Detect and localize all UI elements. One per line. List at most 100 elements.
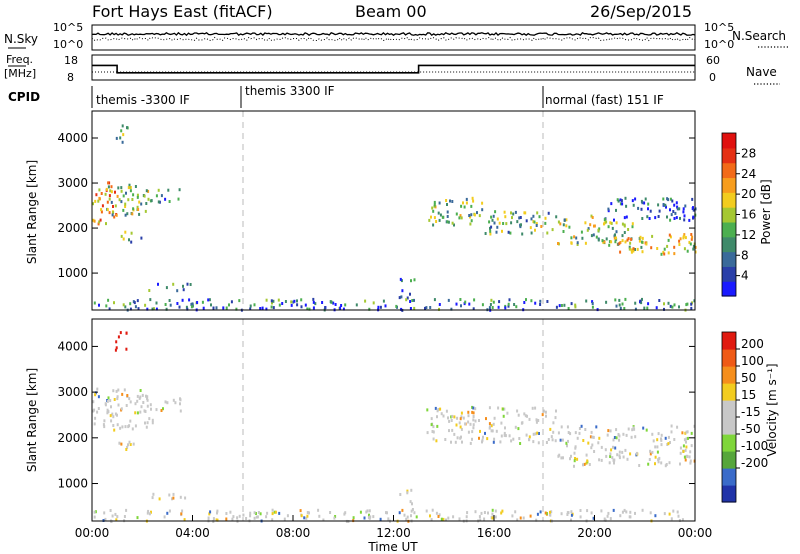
echo-cell <box>147 197 150 201</box>
echo-cell <box>579 515 582 519</box>
freq-series <box>92 64 695 74</box>
echo-cell <box>525 298 527 302</box>
echo-cell <box>609 221 612 225</box>
y-tick-label: 4000 <box>57 131 88 145</box>
echo-cell <box>674 211 677 215</box>
echo-cell <box>536 512 539 516</box>
echo-cell <box>641 250 644 254</box>
echo-cell <box>278 303 281 307</box>
echo-cell <box>432 425 435 429</box>
echo-cell <box>598 436 601 440</box>
echo-cell <box>117 403 120 407</box>
echo-cell <box>413 298 415 302</box>
echo-cell <box>574 305 577 309</box>
echo-cell <box>115 518 118 522</box>
echo-cell <box>411 502 413 506</box>
echo-cell <box>449 199 451 203</box>
echo-cell <box>641 236 644 240</box>
echo-cell <box>666 443 669 446</box>
echo-cell <box>692 206 694 210</box>
echo-cell <box>631 428 634 432</box>
echo-cell <box>439 213 442 217</box>
echo-cell <box>229 510 232 514</box>
echo-cell <box>481 438 484 442</box>
power-colorbar-tick: 20 <box>741 187 756 201</box>
colorbar-segment <box>722 266 736 282</box>
echo-cell <box>432 223 435 227</box>
echo-cell <box>409 307 412 310</box>
echo-cell <box>516 409 519 413</box>
echo-cell <box>600 458 603 462</box>
echo-cell <box>686 430 689 434</box>
echo-cell <box>155 307 158 311</box>
echo-cell <box>679 451 682 455</box>
echo-cell <box>584 428 587 431</box>
echo-cell <box>513 303 516 306</box>
echo-cell <box>471 430 474 434</box>
echo-cell <box>633 427 636 431</box>
echo-cell <box>546 300 549 303</box>
echo-cell <box>438 513 441 517</box>
echo-cell <box>136 299 139 303</box>
echo-cell <box>132 442 135 446</box>
echo-cell <box>541 413 544 417</box>
echo-cell <box>575 236 578 240</box>
colorbar-segment <box>722 221 736 238</box>
echo-cell <box>632 203 635 207</box>
echo-cell <box>148 289 151 292</box>
echo-cell <box>164 197 167 201</box>
echo-cell <box>447 516 450 520</box>
echo-cell <box>304 303 307 307</box>
nsky-series <box>91 31 696 37</box>
echo-cell <box>216 509 219 513</box>
echo-cell <box>253 511 256 515</box>
echo-cell <box>501 229 503 233</box>
echo-cell <box>688 218 691 222</box>
echo-cell <box>160 194 163 198</box>
echo-cell <box>411 299 414 302</box>
echo-cell <box>97 395 100 399</box>
echo-cell <box>525 219 528 223</box>
echo-cell <box>692 244 695 248</box>
echo-cell <box>628 247 631 251</box>
echo-cell <box>615 230 618 234</box>
echo-cell <box>395 304 398 308</box>
echo-cell <box>191 302 194 306</box>
echo-cell <box>504 426 506 430</box>
cpid-segment-3: normal (fast) 151 IF <box>545 93 664 107</box>
echo-cell <box>631 225 634 229</box>
echo-cell <box>624 240 627 244</box>
echo-cell <box>635 451 638 455</box>
echo-cell <box>317 508 320 512</box>
echo-cell <box>555 409 557 413</box>
echo-cell <box>533 220 536 224</box>
echo-cell <box>440 412 443 416</box>
echo-cell <box>259 512 262 516</box>
echo-cell <box>437 515 440 518</box>
echo-cell <box>265 307 268 311</box>
frequency-trace <box>92 64 695 74</box>
echo-cell <box>472 423 475 427</box>
echo-cell <box>641 217 644 220</box>
echo-cell <box>474 407 477 411</box>
echo-cell <box>544 216 547 220</box>
echo-cell <box>606 433 609 437</box>
echo-cell <box>249 514 252 518</box>
echo-cell <box>460 304 462 308</box>
y-tick-label: 1000 <box>57 266 88 280</box>
echo-cell <box>113 215 116 219</box>
echo-cell <box>114 412 117 416</box>
freq-label-line2: [MHz] <box>4 67 36 80</box>
echo-cell <box>574 446 577 450</box>
echo-cell <box>557 242 559 245</box>
echo-cell <box>483 517 486 521</box>
echo-cell <box>578 431 581 435</box>
echo-cell <box>474 419 477 423</box>
echo-cell <box>639 235 642 239</box>
echo-cell <box>384 304 387 308</box>
echo-cell <box>120 234 123 238</box>
echo-cell <box>615 208 617 212</box>
echo-cell <box>694 207 697 211</box>
echo-cell <box>611 456 614 460</box>
echo-cell <box>574 431 577 435</box>
